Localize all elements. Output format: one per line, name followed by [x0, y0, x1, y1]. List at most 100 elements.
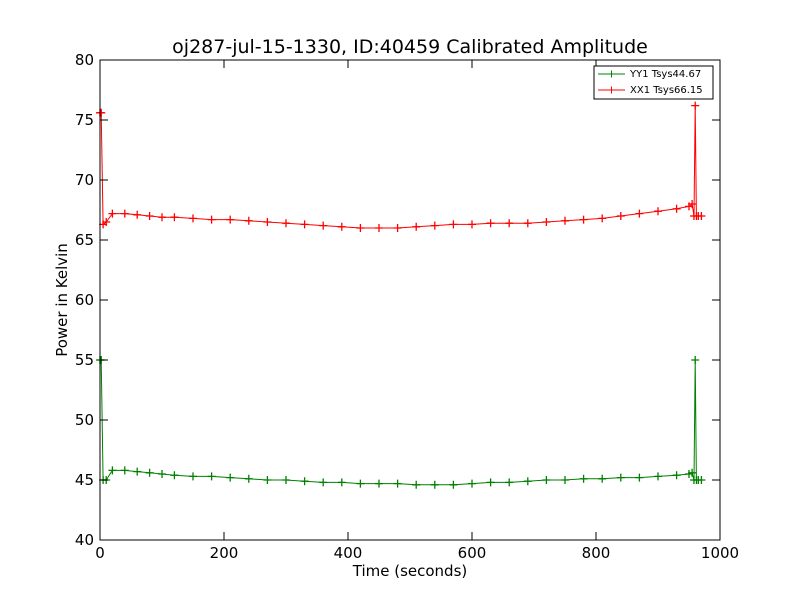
data-point: [468, 220, 476, 229]
data-point: [561, 476, 569, 484]
series-1: [96, 101, 706, 232]
data-point: [598, 474, 607, 483]
legend-marker-xx1: [608, 86, 615, 94]
data-point: [120, 209, 129, 218]
legend-label-yy1: YY1 Tsys44.67: [629, 69, 701, 80]
data-point: [486, 478, 495, 487]
y-axis-title: Power in Kelvin: [53, 243, 71, 357]
data-point: [691, 101, 700, 110]
data-point: [319, 478, 328, 487]
x-tick-label: 0: [95, 544, 105, 562]
data-point: [449, 480, 458, 489]
x-axis-title: Time (seconds): [352, 562, 468, 580]
series-layer: [96, 101, 706, 489]
data-point: [635, 473, 644, 482]
data-point: [282, 219, 290, 228]
data-point: [263, 476, 272, 484]
data-point: [145, 468, 154, 477]
y-tick-label: 65: [75, 231, 94, 249]
series-0: [96, 356, 706, 489]
chart-title: oj287-jul-15-1330, ID:40459 Calibrated A…: [172, 36, 648, 58]
data-point: [244, 474, 253, 483]
data-point: [375, 479, 383, 488]
data-point: [226, 215, 235, 224]
data-point: [393, 479, 402, 488]
data-point: [449, 220, 458, 229]
data-point: [697, 476, 706, 484]
data-point: [691, 356, 700, 364]
data-point: [579, 215, 588, 224]
y-tick-label: 75: [75, 111, 94, 129]
x-tick-label: 1000: [701, 544, 739, 562]
data-point: [616, 473, 625, 482]
data-point: [393, 224, 402, 232]
data-point: [505, 219, 514, 228]
data-point: [226, 473, 235, 482]
data-point: [207, 472, 216, 481]
data-point: [158, 470, 166, 478]
legend-frame: [593, 65, 714, 100]
plot-frame: [99, 59, 721, 541]
data-point: [158, 213, 166, 222]
plot-area: [100, 60, 720, 540]
data-point: [102, 218, 111, 226]
y-tick-label: 80: [75, 51, 94, 69]
legend: YY1 Tsys44.67 XX1 Tsys66.15: [593, 65, 714, 100]
x-tick-label: 800: [582, 544, 611, 562]
data-point: [654, 472, 662, 481]
legend-entry-xx1: XX1 Tsys66.15: [598, 85, 703, 96]
data-point: [189, 214, 197, 223]
data-point: [337, 222, 346, 231]
data-point: [244, 216, 253, 225]
data-point: [688, 468, 697, 477]
data-point: [170, 471, 179, 480]
data-point: [505, 478, 514, 487]
data-point: [133, 210, 142, 219]
data-point: [598, 214, 607, 223]
data-point: [542, 476, 551, 484]
data-point: [412, 480, 421, 489]
y-tick-label: 70: [75, 171, 94, 189]
data-point: [207, 215, 216, 224]
y-tick-label: 40: [75, 531, 94, 549]
legend-label-xx1: XX1 Tsys66.15: [630, 85, 703, 96]
data-point: [120, 466, 129, 475]
data-point: [654, 207, 662, 216]
y-tick-label: 50: [75, 411, 94, 429]
data-point: [523, 219, 532, 228]
data-point: [145, 212, 154, 220]
y-tick-label: 55: [75, 351, 94, 369]
data-point: [697, 212, 706, 220]
data-point: [672, 471, 681, 480]
x-tick-label: 600: [458, 544, 487, 562]
data-point: [688, 200, 697, 208]
data-point: [170, 213, 179, 222]
data-point: [430, 221, 439, 230]
data-point: [356, 224, 365, 232]
data-point: [300, 220, 309, 229]
data-point: [108, 209, 117, 218]
y-tick-label: 45: [75, 471, 94, 489]
data-point: [97, 108, 106, 117]
data-point: [468, 479, 476, 488]
data-point: [189, 472, 197, 481]
data-point: [616, 212, 625, 220]
data-point: [319, 221, 328, 230]
data-point: [108, 466, 117, 475]
legend-entry-yy1: YY1 Tsys44.67: [598, 69, 701, 80]
data-point: [300, 477, 309, 486]
data-point: [412, 222, 421, 231]
data-point: [133, 467, 142, 476]
x-tick-label: 200: [210, 544, 239, 562]
x-tick-label: 400: [334, 544, 363, 562]
legend-marker-yy1: [608, 70, 615, 78]
data-point: [542, 218, 551, 226]
data-point: [635, 209, 644, 218]
data-point: [523, 477, 532, 486]
data-point: [337, 478, 346, 487]
data-point: [356, 479, 365, 488]
data-point: [672, 204, 681, 213]
ticks-layer: 0 200 400 600 800 1000 40 45 50 55 60 65 70 75 80: [75, 51, 739, 562]
y-tick-label: 60: [75, 291, 94, 309]
data-point: [282, 476, 290, 484]
